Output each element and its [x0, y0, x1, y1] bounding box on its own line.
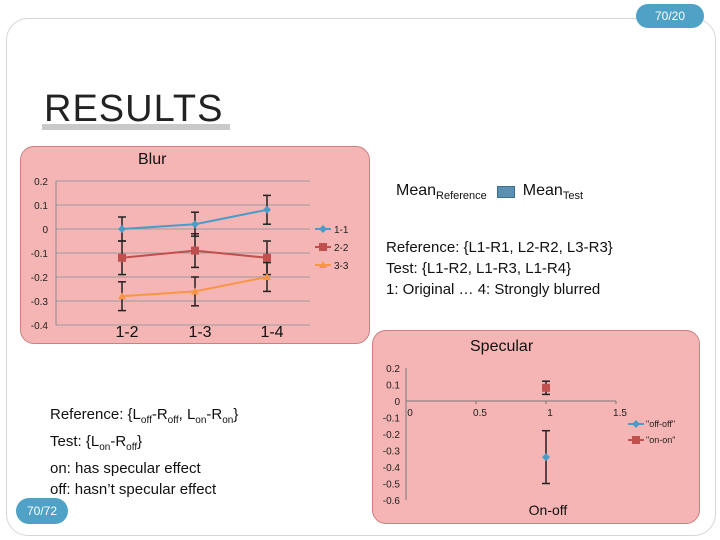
mean-swatch [496, 186, 515, 199]
specular-ytick-label: -0.3 [383, 447, 401, 458]
specular-note-line3: on: has specular effect [50, 460, 201, 477]
mean-legend: MeanReference MeanTest [396, 182, 583, 202]
blur-ytick-label: 0.2 [34, 177, 48, 188]
blur-xtick-label: 1-2 [115, 324, 138, 341]
specular-chart-title: Specular [470, 338, 534, 355]
page-number-badge: 70/20 [636, 4, 704, 28]
blur-ytick-label: -0.3 [31, 297, 49, 308]
blur-data-point [263, 205, 271, 214]
specular-note: Reference: {Loff-Roff, Lon-Ron} Test: {L… [50, 404, 238, 500]
blur-legend-marker [319, 225, 327, 233]
blur-xtick-label: 1-4 [260, 324, 283, 341]
specular-xtick-label: 0 [407, 408, 413, 419]
specular-ytick-label: 0 [394, 397, 400, 408]
reference-note-line3: 1: Original … 4: Strongly blurred [386, 281, 601, 298]
specular-note-line2: Test: {Lon-Roff} [50, 433, 143, 453]
specular-legend-marker [632, 420, 640, 428]
reference-note-line2: Test: {L1-R2, L1-R3, L1-R4} [386, 260, 572, 277]
mean-test-label: MeanTest [522, 182, 584, 203]
specular-legend-label: "on-on" [646, 435, 675, 445]
specular-ytick-label: -0.2 [383, 430, 401, 441]
specular-note-line1: Reference: {Loff-Roff, Lon-Ron} [50, 406, 239, 426]
blur-data-point [191, 220, 199, 229]
blur-xtick-label: 1-3 [188, 324, 211, 341]
blur-ytick-label: 0 [42, 225, 48, 236]
specular-data-point [542, 383, 550, 392]
blur-data-point [118, 292, 126, 300]
blur-chart-title: Blur [138, 151, 167, 168]
reference-note: Reference: {L1-R1, L2-R2, L3-R3} Test: {… [386, 237, 613, 300]
specular-chart-panel [372, 330, 700, 524]
mean-reference-label: MeanReference [396, 182, 487, 203]
title-underline [42, 124, 230, 130]
specular-legend-label: "off-off" [646, 419, 675, 429]
specular-xtick-label: 1 [547, 408, 553, 419]
specular-note-line4: off: hasn’t specular effect [50, 481, 217, 498]
blur-data-point [191, 246, 199, 255]
specular-ytick-label: 0.1 [386, 381, 400, 392]
blur-legend-label: 2-2 [334, 243, 349, 254]
corner-slide-badge: 70/72 [16, 498, 68, 524]
specular-ytick-label: -0.5 [383, 480, 401, 491]
blur-data-point [263, 253, 271, 262]
blur-ytick-label: -0.2 [31, 273, 49, 284]
specular-data-point [542, 453, 550, 462]
reference-note-line1: Reference: {L1-R1, L2-R2, L3-R3} [386, 239, 613, 256]
blur-legend-marker [319, 243, 327, 251]
specular-ytick-label: -0.6 [383, 496, 401, 507]
blur-data-point [118, 253, 126, 262]
blur-data-point [263, 273, 271, 280]
blur-ytick-label: 0.1 [34, 201, 48, 212]
specular-legend-marker [632, 436, 640, 444]
specular-xlabel: On-off [529, 502, 568, 518]
specular-ytick-label: -0.1 [383, 414, 401, 425]
blur-data-point [191, 287, 199, 295]
specular-xtick-label: 0.5 [473, 408, 487, 419]
specular-xtick-label: 1.5 [613, 408, 627, 419]
blur-ytick-label: -0.4 [31, 321, 49, 332]
blur-data-point [118, 225, 126, 233]
specular-ytick-label: 0.2 [386, 364, 400, 375]
blur-ytick-label: -0.1 [31, 249, 49, 260]
blur-legend-label: 3-3 [334, 261, 349, 272]
page-title: RESULTS [44, 88, 224, 130]
specular-ytick-label: -0.4 [383, 463, 401, 474]
blur-legend-marker [319, 261, 327, 268]
blur-legend-label: 1-1 [334, 225, 349, 236]
